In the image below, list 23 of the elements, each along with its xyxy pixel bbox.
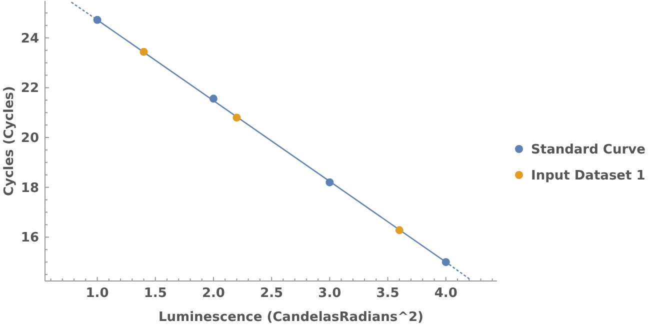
x-tick-label: 4.0 (434, 286, 458, 301)
point (140, 48, 148, 56)
y-tick-label: 18 (20, 180, 39, 196)
point (232, 114, 241, 122)
point (326, 178, 334, 186)
y-tick-label: 20 (20, 131, 39, 146)
x-tick-label: 3.5 (376, 286, 400, 301)
legend-label: Input Dataset 1 (531, 168, 646, 184)
x-axis-title: Luminescence (CandelasRadians^2) (158, 310, 424, 325)
y-axis-title: Cycles (Cycles) (2, 86, 17, 196)
legend-label: Standard Curve (531, 142, 646, 158)
x-tick-label: 1.0 (86, 286, 109, 301)
point (209, 94, 218, 103)
x-tick-label: 2.0 (202, 286, 225, 301)
point (395, 226, 404, 234)
point (93, 16, 102, 24)
x-tick-label: 1.5 (144, 286, 167, 301)
x-tick-label: 2.5 (260, 286, 284, 301)
y-tick-label: 24 (20, 31, 39, 46)
y-tick-label: 16 (20, 230, 39, 246)
point (442, 258, 450, 266)
y-tick-label: 22 (20, 81, 39, 96)
x-tick-label: 3.0 (318, 286, 342, 301)
